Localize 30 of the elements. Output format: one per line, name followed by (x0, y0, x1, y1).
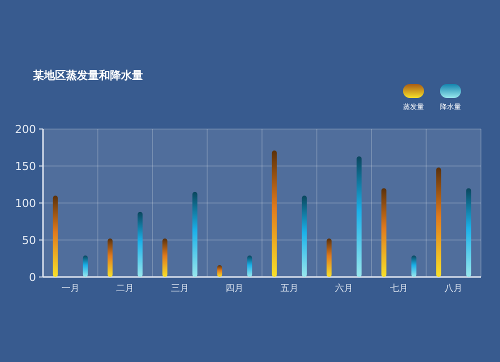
bar (302, 196, 307, 277)
x-tick-label: 一月 (61, 284, 80, 294)
bar (466, 188, 472, 277)
bar (82, 256, 88, 277)
bar (381, 188, 386, 277)
bar (411, 256, 416, 277)
y-tick-label: 50 (22, 234, 36, 247)
y-tick-label: 200 (15, 123, 36, 136)
bar (138, 212, 143, 277)
x-tick-label: 七月 (390, 283, 408, 294)
bar (217, 265, 222, 277)
x-tick-label: 六月 (335, 283, 354, 294)
y-tick-label: 150 (15, 160, 36, 173)
x-tick-label: 四月 (226, 284, 244, 294)
bar (108, 238, 113, 277)
x-tick-label: 二月 (116, 284, 134, 294)
chart-title: 某地区蒸发量和降水量 (32, 69, 143, 82)
y-tick-label: 100 (15, 197, 36, 210)
bar (272, 150, 277, 277)
x-tick-label: 八月 (444, 283, 463, 294)
bar (247, 256, 252, 277)
x-tick-label: 三月 (170, 284, 189, 294)
bar (52, 196, 58, 277)
x-tick-label: 五月 (280, 284, 298, 294)
bar (326, 238, 332, 277)
bar (356, 156, 362, 277)
bar (192, 192, 198, 277)
y-tick-label: 0 (29, 271, 36, 284)
bar (162, 238, 168, 277)
bar (436, 167, 442, 277)
